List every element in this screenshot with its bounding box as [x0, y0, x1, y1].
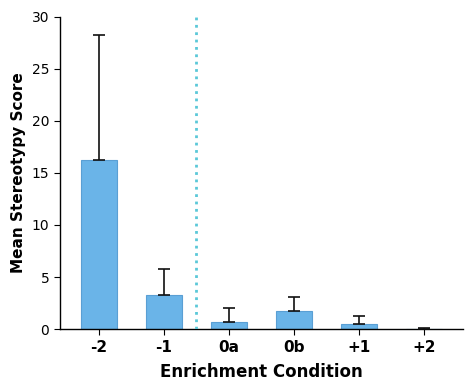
Bar [146, 295, 182, 329]
Bar [406, 328, 442, 329]
Bar [81, 160, 117, 329]
Bar [341, 324, 377, 329]
Bar [211, 322, 246, 329]
X-axis label: Enrichment Condition: Enrichment Condition [160, 363, 363, 381]
Y-axis label: Mean Stereotypy Score: Mean Stereotypy Score [11, 73, 26, 273]
Bar [276, 311, 312, 329]
